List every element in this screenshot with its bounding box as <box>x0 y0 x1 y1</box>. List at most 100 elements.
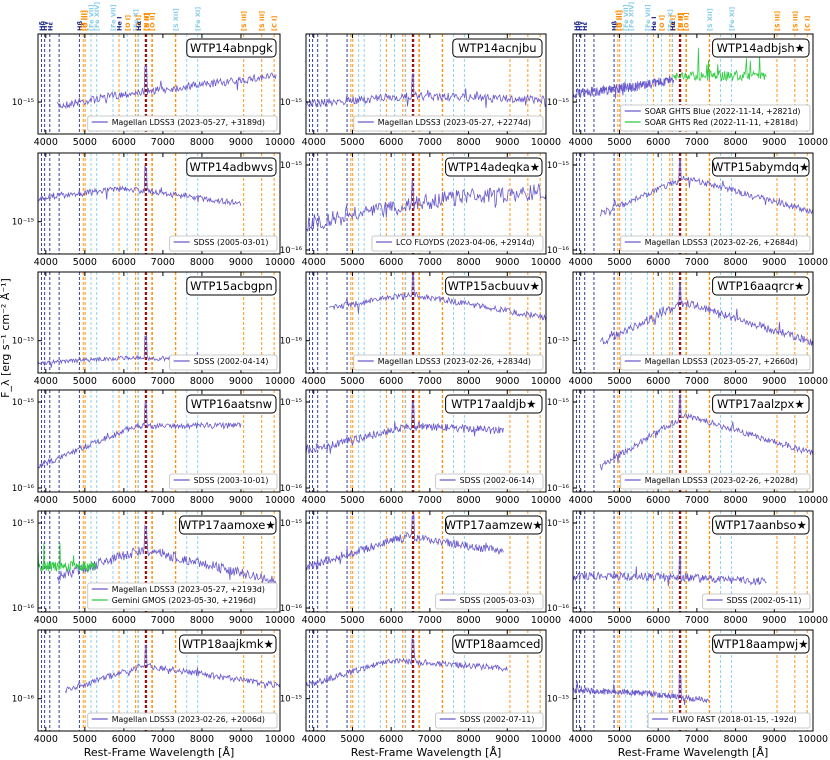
object-name-box <box>712 634 810 654</box>
legend-box <box>87 582 278 610</box>
line-label: Hδ <box>573 21 581 31</box>
panel-frame <box>305 152 547 255</box>
x-tick-label: 5000 <box>73 137 97 148</box>
x-tick-label: 4000 <box>302 257 326 268</box>
legend-box <box>620 473 811 490</box>
x-tick-label: 9000 <box>762 734 786 745</box>
line-label: [O I] <box>124 15 132 31</box>
y-tick-label: 10⁻¹⁶ <box>280 246 303 256</box>
x-tick-label: 5000 <box>607 615 631 626</box>
line-label: [C I] <box>804 16 812 31</box>
legend-box <box>169 473 278 490</box>
panel-frame <box>305 271 547 374</box>
legend-label: Magellan LDSS3 (2023-05-27, +2193d) <box>112 585 265 594</box>
x-tick-label: 5000 <box>73 615 97 626</box>
object-name-box <box>445 157 543 177</box>
panel-WTP18aamced: 4000 5000 6000 7000 8000 9000 10000 10⁻¹⁵ WTP18a… <box>280 629 561 745</box>
x-tick-label: 6000 <box>646 734 670 745</box>
object-name-box <box>186 157 277 177</box>
x-tick-label: 10000 <box>798 615 828 626</box>
line-label: Hβ <box>611 21 619 31</box>
object-name-box <box>712 157 810 177</box>
x-tick-label: 9000 <box>762 257 786 268</box>
x-tick-label: 5000 <box>73 734 97 745</box>
line-label: [Fe XIV] <box>93 2 101 31</box>
x-tick-label: 7000 <box>151 495 175 506</box>
object-name: WTP14adeqka★ <box>448 160 541 174</box>
legend-label: SDSS (2003-10-01) <box>194 476 269 485</box>
panel-WTP17aamoxe: 4000 5000 6000 7000 8000 9000 10000 10⁻¹⁵ 10⁻¹⁶ W… <box>12 510 295 626</box>
x-tick-label: 8000 <box>190 137 214 148</box>
x-tick-label: 6000 <box>112 137 136 148</box>
x-tick-label: 9000 <box>762 615 786 626</box>
x-tick-label: 10000 <box>531 137 561 148</box>
x-tick-label: 5000 <box>607 734 631 745</box>
object-name: WTP14adbjsh★ <box>717 41 805 55</box>
object-name: WTP15abymdq★ <box>712 160 809 174</box>
panel-WTP16aatsnw: 4000 5000 6000 7000 8000 9000 10000 10⁻¹⁵ 10⁻¹⁶ W… <box>12 389 295 506</box>
legend-box <box>702 593 811 610</box>
y-tick-label: 10⁻¹⁶ <box>12 484 35 494</box>
x-tick-label: 5000 <box>340 734 364 745</box>
x-tick-label: 4000 <box>569 376 593 387</box>
legend-box <box>169 235 278 252</box>
x-tick-label: 6000 <box>379 734 403 745</box>
x-tick-label: 6000 <box>112 257 136 268</box>
x-tick-label: 8000 <box>723 376 747 387</box>
x-tick-label: 8000 <box>723 734 747 745</box>
x-tick-label: 10000 <box>531 495 561 506</box>
x-tick-label: 7000 <box>685 615 709 626</box>
legend-label: SDSS (2005-03-03) <box>460 596 535 605</box>
spectrum-trace <box>329 274 547 322</box>
spectrum-trace <box>305 402 504 456</box>
x-tick-label: 4000 <box>34 257 58 268</box>
x-tick-label: 10000 <box>531 734 561 745</box>
x-tick-label: 9000 <box>229 734 253 745</box>
panel-WTP16aaqrcr: 4000 5000 6000 7000 8000 9000 10000 10⁻¹⁵ WTP16a… <box>547 271 828 387</box>
line-label: [S III] <box>773 11 781 31</box>
line-label: [S III] <box>791 11 799 31</box>
panel-frame <box>37 389 281 493</box>
spectrum-trace-secondary <box>37 542 97 573</box>
x-tick-label: 8000 <box>723 495 747 506</box>
x-tick-label: 6000 <box>379 615 403 626</box>
object-name: WTP17aamzew★ <box>445 518 543 532</box>
legend-label: Magellan LDSS3 (2023-05-27, +2660d) <box>645 357 798 366</box>
x-tick-label: 7000 <box>418 734 442 745</box>
x-tick-label: 8000 <box>456 376 480 387</box>
x-tick-label: 5000 <box>73 495 97 506</box>
x-tick-label: 8000 <box>190 376 214 387</box>
x-tick-label: 5000 <box>340 495 364 506</box>
y-tick-label: 10⁻¹⁵ <box>280 695 302 705</box>
legend-box <box>620 104 811 132</box>
x-tick-label: 6000 <box>379 495 403 506</box>
spectrum-trace <box>64 644 281 694</box>
line-label: [O II] <box>682 12 690 31</box>
line-label: Hγ <box>41 21 49 31</box>
y-tick-label: 10⁻¹⁵ <box>280 98 302 108</box>
spectrum-trace <box>305 513 504 571</box>
panel-frame <box>572 271 814 374</box>
x-tick-label: 7000 <box>685 137 709 148</box>
y-tick-label: 10⁻¹⁶ <box>280 337 303 347</box>
y-tick-label: 10⁻¹⁵ <box>12 519 34 529</box>
x-tick-label: 10000 <box>265 257 295 268</box>
x-tick-label: 4000 <box>302 376 326 387</box>
spectrum-trace <box>572 556 767 587</box>
legend-label: SDSS (2002-07-11) <box>460 715 535 724</box>
x-tick-label: 4000 <box>302 615 326 626</box>
object-name-box <box>712 38 810 58</box>
x-tick-label: 7000 <box>151 257 175 268</box>
x-tick-label: 6000 <box>646 137 670 148</box>
panel-WTP18aajkmk: 4000 5000 6000 7000 8000 9000 10000 10⁻¹⁶ WTP18a… <box>12 629 295 745</box>
object-name-box <box>186 38 277 58</box>
legend-box <box>169 354 278 371</box>
x-tick-label: 8000 <box>723 137 747 148</box>
y-tick-label: 10⁻¹⁵ <box>280 519 302 529</box>
x-tick-label: 8000 <box>723 257 747 268</box>
line-label: [O II] <box>148 12 156 31</box>
y-tick-label: 10⁻¹⁶ <box>280 604 303 614</box>
legend-box <box>647 712 811 729</box>
x-tick-label: 5000 <box>340 376 364 387</box>
panel-WTP14acnjbu: 4000 5000 6000 7000 8000 9000 10000 10⁻¹⁵ WTP14a… <box>280 33 561 148</box>
